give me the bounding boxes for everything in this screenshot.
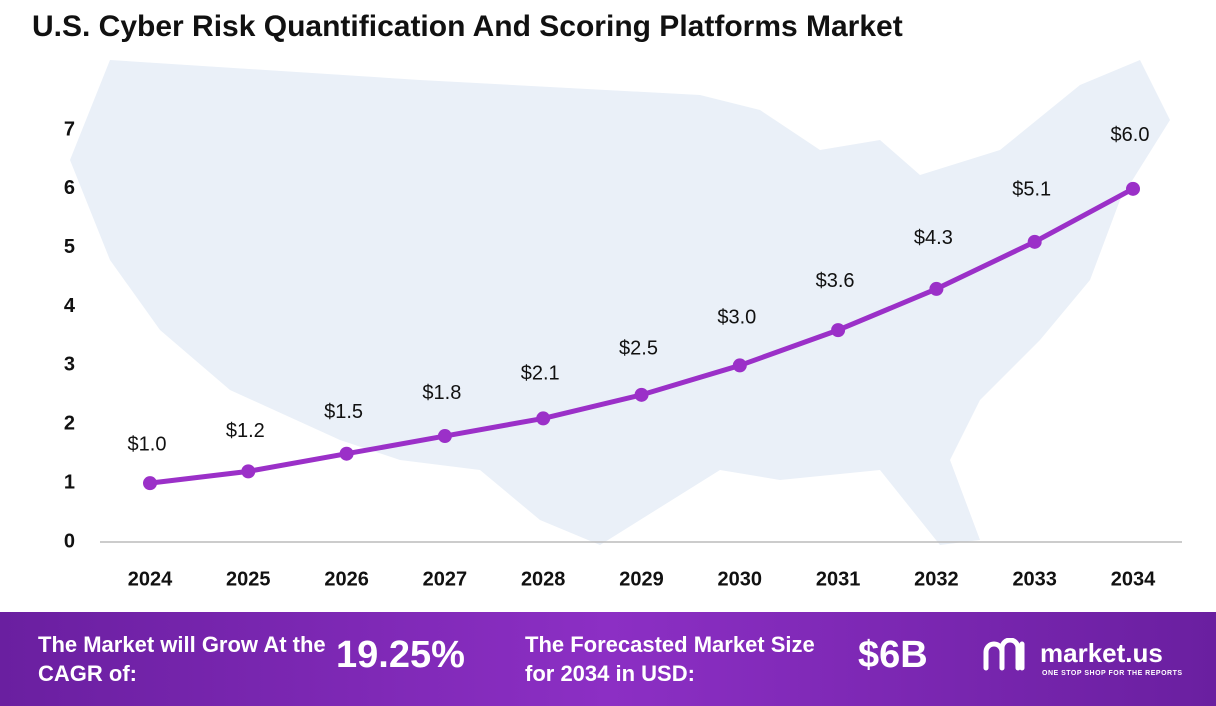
chart: U.S. Cyber Risk Quantification And Scori… <box>32 9 1182 591</box>
logo-text: market.us <box>1040 638 1163 668</box>
y-tick-label: 6 <box>64 177 75 199</box>
x-tick-label: 2031 <box>816 568 861 590</box>
marker <box>241 464 256 479</box>
x-tick-label: 2029 <box>619 568 664 590</box>
value-label: $1.8 <box>422 382 461 404</box>
value-label: $1.2 <box>226 420 265 442</box>
value-label: $6.0 <box>1111 124 1150 146</box>
x-tick-label: 2030 <box>718 568 763 590</box>
logo-tagline: ONE STOP SHOP FOR THE REPORTS <box>1042 670 1183 677</box>
value-label: $5.1 <box>1012 179 1051 201</box>
marker <box>634 387 649 402</box>
value-label: $2.5 <box>619 338 658 360</box>
value-label: $3.0 <box>717 307 756 329</box>
y-tick-label: 3 <box>64 354 75 376</box>
value-label: $2.1 <box>521 363 560 385</box>
x-tick-label: 2033 <box>1012 568 1057 590</box>
marker <box>1126 181 1140 196</box>
x-tick-label: 2034 <box>1111 568 1156 590</box>
marker <box>536 411 551 426</box>
y-tick-label: 1 <box>64 471 75 493</box>
chart-title: U.S. Cyber Risk Quantification And Scori… <box>32 10 903 43</box>
value-label: $4.3 <box>914 227 953 249</box>
map-background <box>70 60 1170 545</box>
forecast-label: The Forecasted Market Size for 2034 in U… <box>525 632 815 686</box>
marker <box>339 446 354 461</box>
marker <box>929 281 944 296</box>
value-label: $3.6 <box>816 270 855 292</box>
value-label: $1.0 <box>128 433 167 455</box>
forecast-value: $6B <box>858 634 928 676</box>
plot: 0 1 2 3 4 5 6 7 2024 2025 2026 2027 2028 2029 2030 2031… <box>64 118 1182 590</box>
cagr-label: The Market will Grow At the CAGR of: <box>38 632 326 686</box>
marker <box>732 358 747 373</box>
y-tick-label: 0 <box>64 530 75 552</box>
logo-icon <box>983 638 1025 671</box>
value-label: $1.5 <box>324 401 363 423</box>
y-tick-label: 7 <box>64 118 75 140</box>
x-tick-label: 2032 <box>914 568 959 590</box>
footer-banner: The Market will Grow At the CAGR of: 19.… <box>0 612 1216 706</box>
x-tick-label: 2025 <box>226 568 271 590</box>
marker <box>143 476 157 491</box>
y-tick-label: 5 <box>64 236 75 258</box>
x-tick-label: 2028 <box>521 568 566 590</box>
marker <box>1027 234 1042 249</box>
y-tick-label: 2 <box>64 413 75 435</box>
marker <box>437 429 452 444</box>
marker <box>831 323 846 338</box>
cagr-value: 19.25% <box>336 634 465 676</box>
x-tick-label: 2024 <box>128 568 173 590</box>
y-tick-label: 4 <box>64 295 76 317</box>
x-tick-label: 2026 <box>324 568 369 590</box>
x-tick-label: 2027 <box>423 568 468 590</box>
